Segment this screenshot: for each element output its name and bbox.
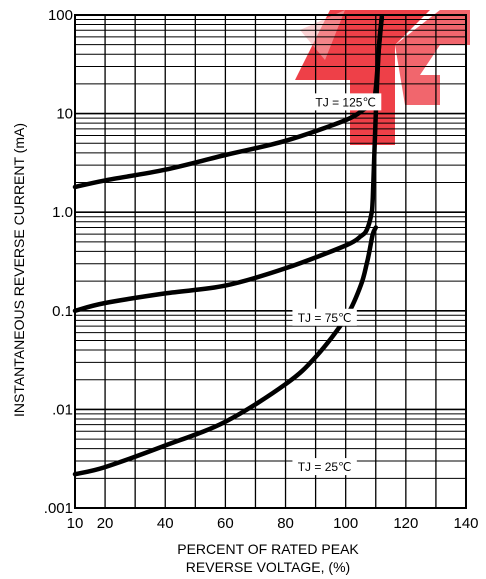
plot-grid <box>75 15 466 508</box>
x-axis-ticks: 10 20 40 60 80 100 120 140 <box>67 515 479 532</box>
series-line-1 <box>72 14 385 314</box>
y-tick-label: 0.1 <box>52 303 73 320</box>
y-tick-label: .01 <box>52 401 73 418</box>
curve-label-background <box>292 308 357 326</box>
x-tick-label: 60 <box>217 515 234 532</box>
plot-frame <box>74 14 467 509</box>
curve-label-background <box>310 93 382 111</box>
x-axis-title-line-1: PERCENT OF RATED PEAK <box>177 541 359 557</box>
curve-label-background <box>292 458 357 476</box>
x-tick-label: 40 <box>157 515 174 532</box>
x-tick-label: 140 <box>453 515 478 532</box>
y-tick-label: 1.0 <box>52 204 73 221</box>
x-tick-label: 100 <box>333 515 358 532</box>
curve-label-0: TJ = 125℃ <box>315 95 376 109</box>
x-tick-label: 20 <box>97 515 114 532</box>
y-axis-title: INSTANTANEOUS REVERSE CURRENT (mA) <box>11 123 27 417</box>
y-tick-label: .001 <box>44 500 73 517</box>
x-tick-label: 120 <box>393 515 418 532</box>
curve-label-2: TJ = 25℃ <box>298 460 352 474</box>
x-tick-label: 10 <box>67 515 84 532</box>
curve-labels: TJ = 125℃ TJ = 75℃ TJ = 25℃ <box>292 93 382 476</box>
y-axis-ticks: 100 10 1.0 0.1 .01 .001 <box>44 7 73 517</box>
x-axis-title-line-2: REVERSE VOLTAGE, (%) <box>186 559 350 575</box>
y-tick-label: 10 <box>56 106 73 123</box>
curve-label-1: TJ = 75℃ <box>298 311 352 325</box>
x-tick-label: 80 <box>277 515 294 532</box>
watermark-logo <box>295 10 470 145</box>
series-line-2 <box>72 225 379 477</box>
y-tick-label: 100 <box>48 7 73 24</box>
curves <box>72 14 385 477</box>
